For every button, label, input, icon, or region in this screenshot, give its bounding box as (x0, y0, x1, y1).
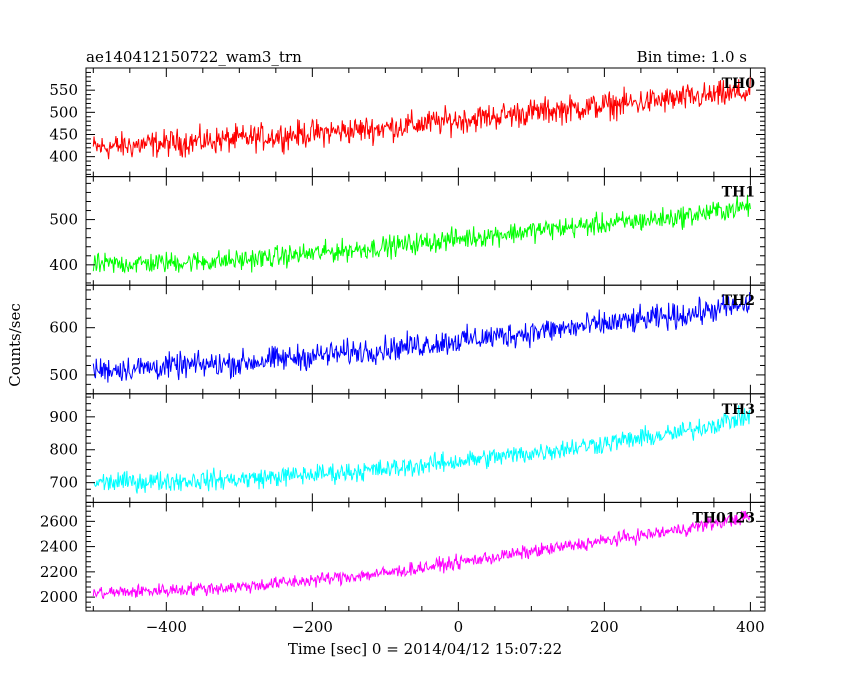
x-tick-label: −200 (292, 618, 333, 636)
x-axis-label: Time [sec] 0 = 2014/04/12 15:07:22 (288, 640, 562, 658)
x-tick-label: −400 (146, 618, 187, 636)
y-tick-label: 500 (49, 366, 78, 384)
x-tick-label: 0 (454, 618, 464, 636)
y-tick-label: 500 (49, 211, 78, 229)
x-tick-label: 400 (736, 618, 765, 636)
panel-label-th2: TH2 (722, 293, 755, 309)
series-line-th0123 (92, 510, 751, 599)
y-tick-label: 400 (49, 256, 78, 274)
x-axis: −400 −200 0 200 400 (146, 618, 765, 636)
y-tick-label: 900 (49, 408, 78, 426)
panel-th2: 500 600 TH2 (49, 284, 766, 395)
panel-frame (85, 501, 766, 612)
chart-title: ae140412150722_wam3_trn (86, 48, 302, 66)
y-tick-label: 2200 (40, 563, 78, 581)
y-axis-label: Counts/sec (6, 303, 24, 387)
y-tick-label: 2000 (40, 588, 78, 606)
y-tick-label: 450 (49, 125, 78, 143)
panel-th3: 700 800 900 TH3 (49, 393, 766, 503)
y-tick-label: 500 (49, 103, 78, 121)
series-line-th0 (92, 75, 751, 160)
panel-th1: 400 500 TH1 (49, 176, 766, 286)
y-tick-label: 800 (49, 441, 78, 459)
panel-label-th1: TH1 (722, 185, 755, 201)
panel-th0: 400 450 500 550 TH0 (49, 67, 766, 178)
y-tick-label: 550 (49, 81, 78, 99)
series-line-th2 (92, 292, 751, 383)
bin-time-label: Bin time: 1.0 s (637, 48, 747, 66)
panel-th0123: 2000 2200 2400 2600 TH0123 (40, 501, 766, 612)
series-line-th3 (92, 404, 751, 494)
panel-label-th3: TH3 (722, 402, 755, 418)
series-line-th1 (92, 194, 751, 274)
x-tick-label: 200 (590, 618, 619, 636)
y-tick-label: 400 (49, 148, 78, 166)
y-tick-label: 600 (49, 319, 78, 337)
y-tick-label: 2400 (40, 538, 78, 556)
panels-group: 400 450 500 550 TH0 400 500 TH1 500 600 TH2 700 800 9… (40, 67, 766, 612)
panel-label-th0123: TH0123 (692, 510, 755, 526)
panel-frame (85, 176, 766, 286)
y-tick-label: 700 (49, 474, 78, 492)
panel-label-th0: TH0 (722, 76, 756, 92)
y-tick-label: 2600 (40, 512, 78, 530)
